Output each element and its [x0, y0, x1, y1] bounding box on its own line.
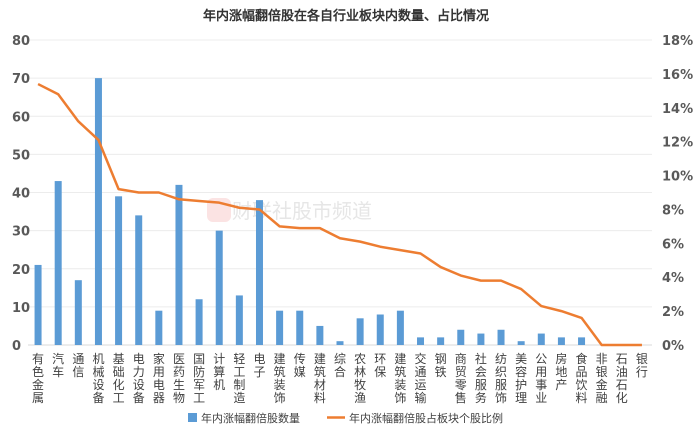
category-label: 基础化工	[113, 352, 125, 405]
left-tick-label: 80	[12, 34, 30, 49]
category-label: 机械设备	[92, 352, 104, 405]
bar	[175, 184, 183, 345]
left-tick-label: 70	[12, 72, 30, 87]
line-series	[37, 82, 643, 347]
category-label: 银行	[636, 352, 648, 379]
right-tick-label: 8%	[662, 203, 684, 218]
bar	[195, 299, 203, 345]
legend: 年内涨幅翻倍股数量 年内涨幅翻倍股占板块个股比例	[188, 411, 503, 425]
left-tick-label: 50	[12, 148, 30, 163]
legend-bar-label: 年内涨幅翻倍股数量	[201, 411, 300, 425]
category-label: 电力设备	[133, 352, 145, 405]
category-label: 商贸零售	[455, 351, 467, 405]
bar	[235, 295, 243, 345]
category-label: 非银金融	[596, 352, 608, 405]
category-label: 食品饮料	[576, 351, 588, 405]
category-label: 家用电器	[153, 351, 165, 405]
left-tick-label: 40	[12, 187, 30, 202]
chart-title: 年内涨幅翻倍股在各自行业板块内数量、占比情况	[203, 8, 489, 24]
bar	[517, 341, 525, 345]
bar	[578, 337, 586, 345]
category-label: 农林牧渔	[354, 352, 366, 405]
category-label: 轻工制造	[233, 352, 245, 405]
bar	[316, 325, 324, 345]
category-label: 医药生物	[173, 352, 185, 405]
bar	[557, 337, 565, 345]
right-tick-label: 10%	[662, 170, 693, 185]
category-label: 钢铁	[435, 352, 447, 379]
legend-line-label: 年内涨幅翻倍股占板块个股比例	[349, 411, 503, 425]
category-label: 石油石化	[616, 352, 628, 405]
category-label: 综合	[334, 352, 346, 379]
bar	[74, 280, 82, 345]
left-tick-label: 20	[12, 263, 30, 278]
bar	[477, 333, 485, 345]
right-axis: 0% 2% 4% 6% 8% 10% 12% 14% 16% 18%	[662, 34, 693, 354]
category-label: 建筑装饰	[394, 352, 406, 405]
bar	[34, 264, 42, 345]
bar	[54, 181, 62, 345]
category-label: 计算机	[213, 352, 225, 392]
watermark: 财联社股市频道	[207, 198, 372, 223]
category-label: 公用事业	[535, 352, 547, 405]
bar	[135, 215, 143, 345]
bar	[296, 310, 304, 345]
bar-series	[34, 78, 586, 345]
right-tick-label: 16%	[662, 68, 693, 83]
category-label: 国防军工	[193, 352, 205, 405]
category-label: 美容护理	[515, 352, 527, 405]
right-tick-label: 6%	[662, 237, 684, 252]
category-label: 传媒	[294, 351, 306, 379]
bar	[457, 329, 465, 345]
bar	[497, 329, 505, 345]
category-label: 交通运输	[415, 351, 427, 405]
right-tick-label: 14%	[662, 102, 693, 117]
bar	[215, 230, 223, 345]
bar	[417, 337, 425, 345]
bar	[94, 78, 102, 345]
category-label: 电子	[253, 352, 265, 379]
right-tick-label: 4%	[662, 271, 684, 286]
category-label: 建筑装饰	[274, 352, 286, 405]
category-label: 社会服务	[475, 351, 487, 405]
category-label: 汽车	[52, 351, 64, 379]
bar	[276, 310, 284, 345]
right-tick-label: 12%	[662, 136, 693, 151]
category-label: 建筑材料	[314, 352, 326, 405]
left-tick-label: 10	[12, 301, 30, 316]
right-tick-label: 18%	[662, 34, 693, 49]
category-label: 通信	[72, 352, 84, 379]
bar	[336, 341, 344, 345]
bar	[537, 333, 545, 345]
right-tick-label: 0%	[662, 339, 684, 354]
x-axis: 有色金属汽车通信机械设备基础化工电力设备家用电器医药生物国防军工计算机轻工制造电…	[32, 351, 648, 405]
bar	[376, 314, 384, 345]
watermark-text: 财联社股市频道	[232, 199, 372, 223]
category-label: 房地产	[555, 351, 567, 392]
category-label: 纺织服饰	[495, 352, 507, 405]
bar	[115, 196, 123, 345]
left-tick-label: 60	[12, 110, 30, 125]
bar	[396, 310, 404, 345]
bar	[155, 310, 163, 345]
category-label: 环保	[374, 352, 386, 379]
category-label: 有色金属	[32, 352, 44, 405]
legend-bar-swatch	[188, 413, 197, 422]
left-axis: 0 10 20 30 40 50 60 70 80	[12, 34, 30, 354]
bar	[255, 200, 263, 345]
left-tick-label: 30	[12, 225, 30, 240]
right-tick-label: 2%	[662, 305, 684, 320]
bar	[437, 337, 445, 345]
left-tick-label: 0	[12, 339, 21, 354]
bar	[356, 318, 364, 345]
